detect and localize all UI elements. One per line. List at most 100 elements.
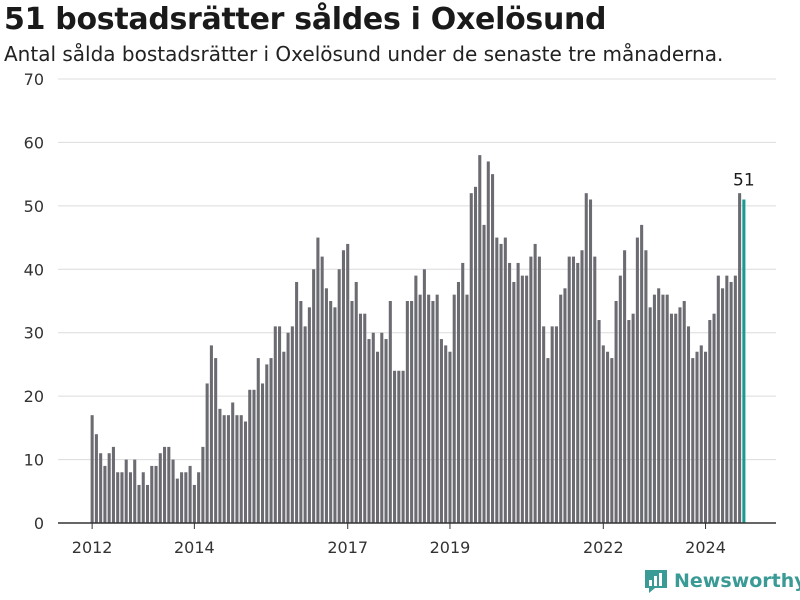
- bar: [410, 301, 414, 523]
- newsworthy-brand: Newsworthy: [644, 568, 800, 594]
- y-tick-label: 40: [24, 260, 44, 279]
- bar: [567, 256, 571, 523]
- bar: [226, 415, 230, 523]
- bar: [295, 281, 299, 523]
- bar: [299, 301, 303, 523]
- bar: [678, 307, 682, 523]
- bar: [529, 256, 533, 523]
- y-tick-label: 50: [24, 197, 44, 216]
- bar: [418, 294, 422, 523]
- bar: [495, 237, 499, 523]
- y-tick-label: 60: [24, 133, 44, 152]
- chart-subtitle: Antal sålda bostadsrätter i Oxelösund un…: [4, 42, 724, 66]
- bar: [329, 301, 333, 523]
- bar: [452, 294, 456, 523]
- y-tick-label: 0: [34, 514, 44, 533]
- bar: [584, 193, 588, 524]
- bar: [439, 339, 443, 523]
- bar: [209, 345, 213, 523]
- bar: [337, 269, 341, 523]
- bar: [290, 326, 294, 523]
- bar: [533, 243, 537, 523]
- bar: [222, 415, 226, 523]
- bar: [652, 294, 656, 523]
- bar: [154, 465, 158, 523]
- bar: [729, 281, 733, 523]
- bar: [657, 288, 661, 523]
- bar: [273, 326, 277, 523]
- x-tick-label: 2019: [430, 538, 471, 557]
- bar: [371, 332, 375, 523]
- bar: [163, 446, 167, 523]
- bar: [588, 199, 593, 523]
- bar: [508, 262, 512, 523]
- chart-title: 51 bostadsrätter såldes i Oxelösund: [4, 2, 607, 37]
- x-tick-label: 2022: [583, 538, 624, 557]
- y-tick-label: 30: [24, 324, 44, 343]
- bar: [704, 351, 708, 523]
- newsworthy-logo-icon: [645, 570, 667, 593]
- bar: [192, 484, 196, 523]
- bar: [546, 358, 550, 523]
- bar: [124, 459, 128, 523]
- bar: [94, 434, 98, 523]
- bar: [363, 313, 367, 523]
- bar: [422, 269, 426, 523]
- bar: [256, 358, 260, 523]
- bar: [137, 484, 141, 523]
- bar: [260, 383, 265, 523]
- bar: [465, 294, 469, 523]
- bar: [99, 453, 103, 523]
- bar: [269, 358, 273, 523]
- bar: [248, 389, 252, 523]
- bar: [214, 358, 218, 523]
- x-tick-label: 2024: [685, 538, 726, 557]
- bar: [116, 472, 120, 523]
- bar: [141, 472, 145, 523]
- bar: [239, 415, 243, 523]
- bar: [243, 421, 248, 523]
- bar: [512, 281, 516, 523]
- bar: [316, 237, 320, 523]
- bar: [686, 326, 691, 523]
- bar: [601, 345, 605, 523]
- bar: [520, 275, 524, 523]
- y-tick-label: 20: [24, 387, 44, 406]
- bar: [350, 301, 354, 523]
- bar: [307, 307, 311, 523]
- bar: [218, 408, 222, 523]
- bar: [158, 453, 162, 523]
- x-tick-label: 2017: [327, 538, 368, 557]
- bar: [320, 256, 324, 523]
- bar: [388, 301, 392, 523]
- bar: [610, 358, 614, 523]
- bar: [721, 288, 725, 523]
- bar: [184, 472, 188, 523]
- bar: [525, 275, 529, 523]
- bar: [312, 269, 316, 523]
- bar: [491, 174, 495, 523]
- bar: [576, 262, 580, 523]
- bar: [167, 446, 171, 523]
- bar: [252, 389, 256, 523]
- bar: [231, 402, 235, 523]
- bar: [346, 243, 350, 523]
- bar: [516, 262, 520, 523]
- bar: [571, 256, 576, 523]
- bar: [482, 224, 486, 523]
- bar: [303, 326, 307, 523]
- bar: [695, 351, 699, 523]
- bar: [175, 478, 179, 523]
- bar: [90, 415, 94, 523]
- bar: [205, 383, 209, 523]
- bar: [537, 256, 541, 523]
- bar: [499, 243, 503, 523]
- bar: [674, 313, 678, 523]
- bar: [473, 186, 478, 523]
- bar: [669, 313, 673, 523]
- bar: [691, 358, 695, 523]
- bar: [563, 288, 567, 523]
- y-tick-label: 10: [24, 451, 44, 470]
- bar: [265, 364, 269, 523]
- bar: [580, 250, 584, 523]
